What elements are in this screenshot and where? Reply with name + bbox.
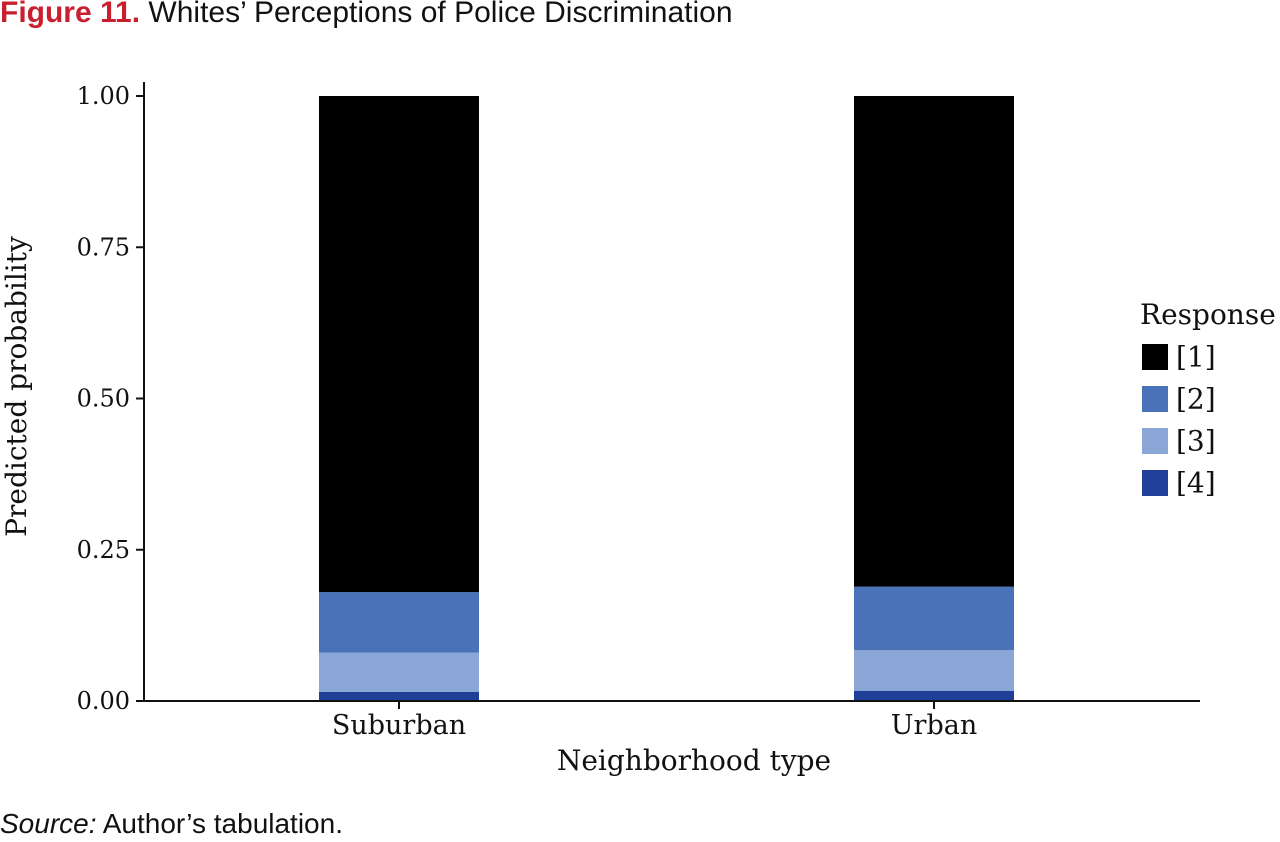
y-tick-label: 0.00 — [77, 687, 130, 715]
x-tick-label: Suburban — [332, 710, 466, 741]
bar-segment — [854, 650, 1014, 691]
y-tick-label: 0.50 — [77, 385, 130, 413]
legend-item-label: [2] — [1176, 383, 1216, 416]
x-axis-title: Neighborhood type — [557, 744, 831, 777]
y-axis-title: Predicted probability — [0, 236, 33, 537]
bar-segment — [319, 691, 479, 701]
legend-swatch — [1142, 470, 1168, 496]
legend-item-label: [4] — [1176, 467, 1216, 500]
legend-item-label: [3] — [1176, 425, 1216, 458]
legend: Response [1] [2] [3] [4] — [1140, 298, 1276, 500]
bar-segment — [319, 652, 479, 692]
y-tick-label: 1.00 — [77, 82, 130, 110]
legend-swatch — [1142, 386, 1168, 412]
bar-segment — [854, 690, 1014, 701]
figure-title-text: Whites’ Perceptions of Police Discrimina… — [148, 0, 733, 29]
legend-item-label: [1] — [1176, 341, 1216, 374]
figure-label: Figure 11. — [0, 0, 141, 29]
figure-title: Figure 11. Whites’ Perceptions of Police… — [0, 0, 733, 30]
x-tick-label: Urban — [891, 710, 977, 741]
source-text: Author’s tabulation. — [102, 808, 343, 839]
bar-segment — [854, 96, 1014, 587]
y-tick-label: 0.25 — [77, 536, 130, 564]
y-tick-label: 0.75 — [77, 233, 130, 261]
legend-swatch — [1142, 344, 1168, 370]
bar-segment — [319, 96, 479, 593]
source-label: Source: — [0, 808, 97, 839]
bars-layer — [319, 96, 1014, 701]
axes-layer: 0.00 0.25 0.50 0.75 1.00 Suburban Urban Neighbo… — [0, 82, 1200, 777]
bar-segment — [854, 586, 1014, 651]
legend-title: Response — [1140, 298, 1276, 331]
legend-swatch — [1142, 428, 1168, 454]
source-note: Source: Author’s tabulation. — [0, 808, 343, 840]
bar-segment — [319, 592, 479, 653]
